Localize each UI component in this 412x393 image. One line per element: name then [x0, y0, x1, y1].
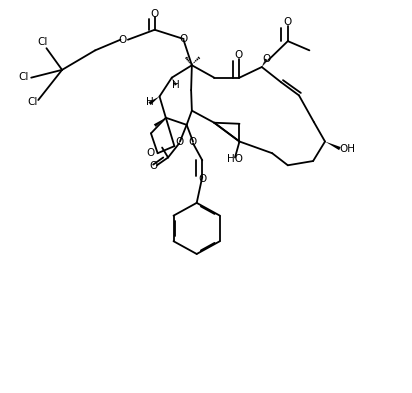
Text: O: O [150, 162, 158, 171]
Text: O: O [150, 9, 159, 19]
Text: Cl: Cl [27, 97, 37, 108]
Text: O: O [284, 17, 292, 27]
Text: O: O [198, 174, 206, 184]
Text: H: H [172, 80, 180, 90]
Text: HO: HO [227, 154, 243, 164]
Text: O: O [118, 35, 126, 45]
Text: OH: OH [339, 143, 355, 154]
Polygon shape [148, 96, 159, 105]
Text: Cl: Cl [37, 37, 47, 47]
Polygon shape [154, 118, 166, 127]
Text: O: O [180, 34, 188, 44]
Text: O: O [262, 54, 270, 64]
Text: O: O [234, 50, 243, 60]
Text: Cl: Cl [19, 72, 29, 82]
Text: O: O [175, 136, 183, 147]
Text: H: H [145, 97, 153, 108]
Text: O: O [147, 148, 155, 158]
Polygon shape [325, 141, 341, 150]
Text: O: O [189, 136, 197, 147]
